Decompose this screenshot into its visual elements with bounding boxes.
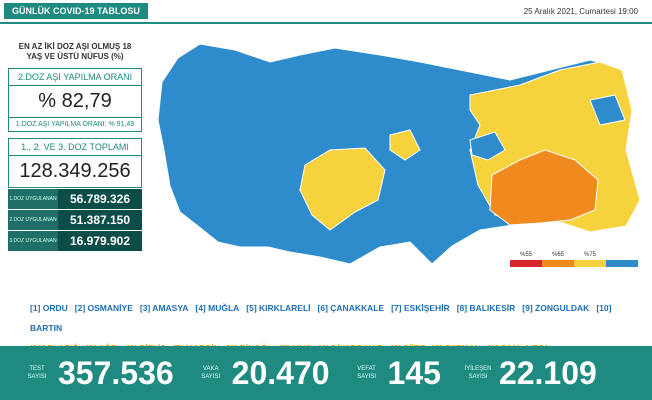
dose-value: 51.387.150 xyxy=(58,210,142,230)
stat-value: 357.536 xyxy=(58,354,174,391)
stat-label: TEST SAYISI xyxy=(27,366,47,380)
map-region xyxy=(299,147,386,231)
first-dose-rate: 1.DOZ AŞI YAPILMA ORANI: % 91,49 xyxy=(8,118,142,132)
map-region xyxy=(589,94,626,126)
dose-label: 1.DOZ UYGULANAN xyxy=(9,195,57,202)
province: [3] AMASYA xyxy=(139,303,189,313)
legend-label: %65 xyxy=(552,252,565,258)
stat: VAKA SAYISI 20.470 xyxy=(196,354,330,392)
stat-label: VAKA SAYISI xyxy=(201,366,221,380)
province: [8] BALIKESİR xyxy=(456,303,516,313)
date: 25 Aralık 2021, Cumartesi 19:00 xyxy=(523,7,638,16)
stats-bar: TEST SAYISI 357.536 VAKA SAYISI 20.470 VEFAT… xyxy=(0,346,652,400)
map: %55 %65 %75 xyxy=(157,43,641,267)
map-region xyxy=(469,131,506,161)
dose-row: 2.DOZ UYGULANAN 51.387.150 xyxy=(8,210,142,230)
map-region xyxy=(389,129,421,161)
stat-label: İYİLEŞEN SAYISI xyxy=(464,366,492,380)
legend-label: %55 xyxy=(520,252,533,258)
stat: İYİLEŞEN SAYISI 22.109 xyxy=(463,354,597,392)
legend-swatch xyxy=(606,260,638,267)
legend-swatch xyxy=(542,260,574,267)
second-dose-title: 2.DOZ AŞI YAPILMA ORANI xyxy=(8,68,142,86)
province: [9] ZONGULDAK xyxy=(522,303,590,313)
title: GÜNLÜK COVID-19 TABLOSU xyxy=(4,3,148,19)
province: [7] ESKİŞEHİR xyxy=(391,303,450,313)
province: [4] MUĞLA xyxy=(195,303,240,313)
dose-value: 56.789.326 xyxy=(58,189,142,209)
stat-value: 20.470 xyxy=(231,354,330,391)
dose-label: 3.DOZ UYGULANAN xyxy=(9,237,57,244)
total-title: 1., 2. VE 3. DOZ TOPLAMI xyxy=(8,138,142,156)
dose-table: 1.DOZ UYGULANAN 56.789.326 2.DOZ UYGULANAN… xyxy=(8,189,142,251)
province: [1] ORDU xyxy=(30,303,68,313)
stat-value: 22.109 xyxy=(498,354,597,391)
legend-label: %75 xyxy=(584,252,597,258)
dose-row: 1.DOZ UYGULANAN 56.789.326 xyxy=(8,189,142,209)
stat-value: 145 xyxy=(387,354,441,391)
top-provinces: [1] ORDU [2] OSMANİYE [3] AMASYA [4] MUĞLA[… xyxy=(30,298,650,338)
dose-label: 2.DOZ UYGULANAN xyxy=(9,216,57,223)
dose-row: 3.DOZ UYGULANAN 16.979.902 xyxy=(8,231,142,251)
legend-swatch xyxy=(510,260,542,267)
province: [10] BARTIN xyxy=(30,303,612,333)
vaccination-panel: EN AZ İKİ DOZ AŞI OLMUŞ 18 YAŞ VE ÜSTÜ N… xyxy=(8,42,142,251)
total: 128.349.256 xyxy=(8,156,142,188)
stat-label: VEFAT SAYISI xyxy=(357,366,376,380)
panel-heading: EN AZ İKİ DOZ AŞI OLMUŞ 18 YAŞ VE ÜSTÜ N… xyxy=(18,42,132,61)
stat: VEFAT SAYISI 145 xyxy=(352,355,441,392)
map-region xyxy=(489,149,599,226)
province: [5] KIRKLARELİ xyxy=(246,303,311,313)
dose-value: 16.979.902 xyxy=(58,231,142,251)
legend-swatch xyxy=(574,260,606,267)
province: [6] ÇANAKKALE xyxy=(317,303,385,313)
stat: TEST SAYISI 357.536 xyxy=(22,355,174,392)
map-legend: %55 %65 %75 xyxy=(510,252,638,267)
province: [2] OSMANİYE xyxy=(74,303,133,313)
second-dose-rate: % 82,79 xyxy=(8,86,142,118)
header xyxy=(0,0,652,24)
